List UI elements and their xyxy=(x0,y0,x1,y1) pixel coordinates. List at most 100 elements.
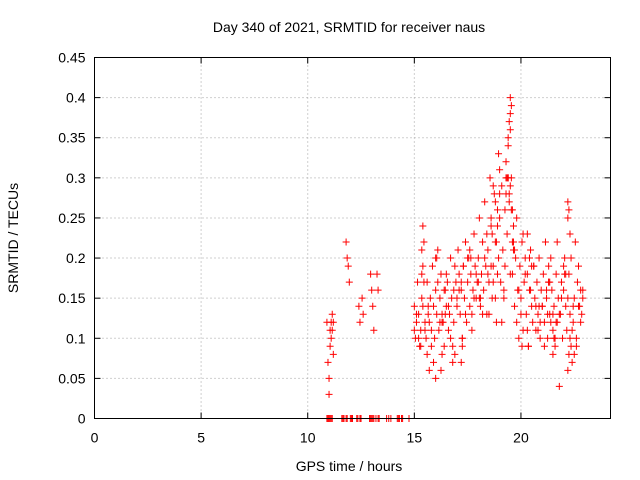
data-point xyxy=(356,318,364,326)
data-point xyxy=(487,214,495,222)
data-point xyxy=(557,278,565,286)
data-point xyxy=(525,254,533,262)
data-point xyxy=(463,318,471,326)
data-point xyxy=(568,326,576,334)
data-point xyxy=(447,254,455,262)
grid xyxy=(94,57,611,419)
data-point xyxy=(440,342,448,350)
data-point xyxy=(561,270,569,278)
data-point xyxy=(449,358,457,366)
data-point xyxy=(491,198,499,206)
data-point xyxy=(517,310,525,318)
data-point xyxy=(500,286,508,294)
data-point xyxy=(529,318,537,326)
data-point xyxy=(342,238,350,246)
data-point xyxy=(449,342,457,350)
data-point xyxy=(564,214,572,222)
data-point xyxy=(507,174,515,182)
data-point xyxy=(418,294,426,302)
data-point xyxy=(493,206,501,214)
data-point xyxy=(485,310,493,318)
data-point xyxy=(459,262,467,270)
data-point xyxy=(578,310,586,318)
y-tick-label: 0.2 xyxy=(66,250,86,266)
data-point xyxy=(455,270,463,278)
data-point xyxy=(491,294,499,302)
data-point xyxy=(430,358,438,366)
data-point xyxy=(511,302,519,310)
data-point xyxy=(566,334,574,342)
data-point xyxy=(410,326,418,334)
data-point xyxy=(457,278,465,286)
data-point xyxy=(564,294,572,302)
data-point xyxy=(484,246,492,254)
data-point xyxy=(489,278,497,286)
data-point xyxy=(533,278,541,286)
data-point xyxy=(515,334,523,342)
data-point xyxy=(440,286,448,294)
data-point xyxy=(471,262,479,270)
data-point xyxy=(493,222,501,230)
data-point xyxy=(435,326,443,334)
data-point xyxy=(469,286,477,294)
data-point xyxy=(425,318,433,326)
data-point xyxy=(496,166,504,174)
data-point xyxy=(432,374,440,382)
data-point xyxy=(454,246,462,254)
data-point xyxy=(475,294,483,302)
data-point xyxy=(374,286,382,294)
data-point xyxy=(437,366,445,374)
data-point xyxy=(418,246,426,254)
x-axis-label: GPS time / hours xyxy=(296,458,403,474)
data-point xyxy=(358,294,366,302)
data-point xyxy=(426,294,434,302)
data-point xyxy=(550,334,558,342)
data-point xyxy=(495,150,503,158)
data-point xyxy=(549,350,557,358)
data-point xyxy=(505,118,513,126)
data-point xyxy=(553,238,561,246)
data-point xyxy=(569,318,577,326)
data-point xyxy=(444,302,452,310)
data-point xyxy=(520,278,528,286)
data-point xyxy=(427,342,435,350)
data-point xyxy=(462,310,470,318)
data-point xyxy=(545,262,553,270)
data-point xyxy=(562,302,570,310)
data-point xyxy=(564,198,572,206)
data-point xyxy=(509,222,517,230)
data-point xyxy=(419,262,427,270)
data-point xyxy=(506,110,514,118)
data-point xyxy=(328,326,336,334)
data-point xyxy=(425,366,433,374)
data-point xyxy=(565,350,573,358)
data-point xyxy=(489,182,497,190)
data-point xyxy=(505,198,513,206)
data-point xyxy=(427,326,435,334)
data-point xyxy=(487,262,495,270)
data-point xyxy=(373,270,381,278)
data-point xyxy=(507,102,515,110)
data-point xyxy=(577,318,585,326)
data-point xyxy=(518,238,526,246)
data-point xyxy=(497,278,505,286)
data-point xyxy=(515,286,523,294)
data-point xyxy=(506,94,514,102)
data-point xyxy=(575,262,583,270)
data-point xyxy=(480,286,488,294)
data-point xyxy=(328,310,336,318)
data-point xyxy=(501,262,509,270)
data-point xyxy=(506,270,514,278)
data-point xyxy=(419,222,427,230)
data-point xyxy=(569,302,577,310)
data-point xyxy=(501,206,509,214)
data-point xyxy=(505,190,513,198)
data-point xyxy=(579,294,587,302)
data-point xyxy=(503,230,511,238)
data-point xyxy=(431,334,439,342)
data-point xyxy=(573,278,581,286)
data-point xyxy=(541,238,549,246)
data-point xyxy=(531,294,539,302)
x-tick-label: 20 xyxy=(513,430,529,446)
data-point xyxy=(436,294,444,302)
